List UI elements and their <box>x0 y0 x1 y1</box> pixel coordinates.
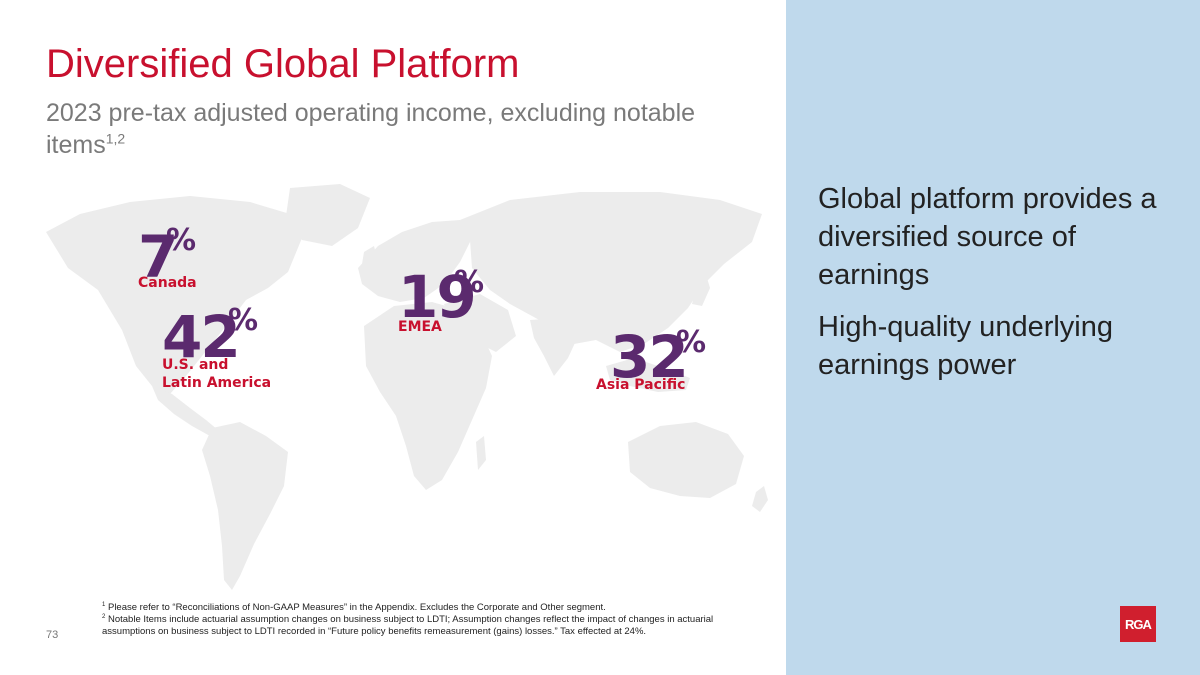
key-point-1: Global platform provides a diversified s… <box>818 183 1157 291</box>
us-latam-label-line1: U.S. and <box>162 357 229 373</box>
subtitle-text: 2023 pre-tax adjusted operating income, … <box>46 99 696 159</box>
us-latam-percent: 42 <box>162 303 241 371</box>
slide-subtitle: 2023 pre-tax adjusted operating income, … <box>46 97 746 161</box>
emea-percent: 19 <box>398 263 477 331</box>
footnote-2-marker: 2 <box>102 613 106 620</box>
slide-title: Diversified Global Platform <box>46 42 520 86</box>
footnote-1: 1 Please refer to “Reconciliations of No… <box>102 602 762 614</box>
page-number: 73 <box>46 629 59 641</box>
key-points: Global platform provides a diversified s… <box>818 180 1178 398</box>
footnote-1-text: Please refer to “Reconciliations of Non-… <box>107 602 606 613</box>
footnotes: 1 Please refer to “Reconciliations of No… <box>102 602 762 638</box>
side-panel <box>786 0 1200 675</box>
canada-percent-sign: % <box>166 223 197 258</box>
footnote-1-marker: 1 <box>102 601 106 608</box>
asia-pacific-percent: 32 <box>610 323 689 391</box>
footnote-2: 2 Notable Items include actuarial assump… <box>102 614 762 638</box>
rga-logo: RGA <box>1120 606 1156 642</box>
emea-percent-sign: % <box>454 265 485 300</box>
asia-pacific-label: Asia Pacific <box>596 377 686 393</box>
us-latam-percent-sign: % <box>228 303 259 338</box>
world-map-icon <box>46 184 768 590</box>
canada-percent: 7 <box>138 223 178 291</box>
emea-label: EMEA <box>398 319 442 335</box>
asia-pacific-percent-sign: % <box>676 325 707 360</box>
canada-label: Canada <box>138 275 197 291</box>
key-point-2: High-quality underlying earnings power <box>818 311 1113 381</box>
us-latam-label-line2: Latin America <box>162 375 272 391</box>
footnote-2-text: Notable Items include actuarial assumpti… <box>102 614 714 637</box>
subtitle-superscript: 1,2 <box>105 130 126 147</box>
